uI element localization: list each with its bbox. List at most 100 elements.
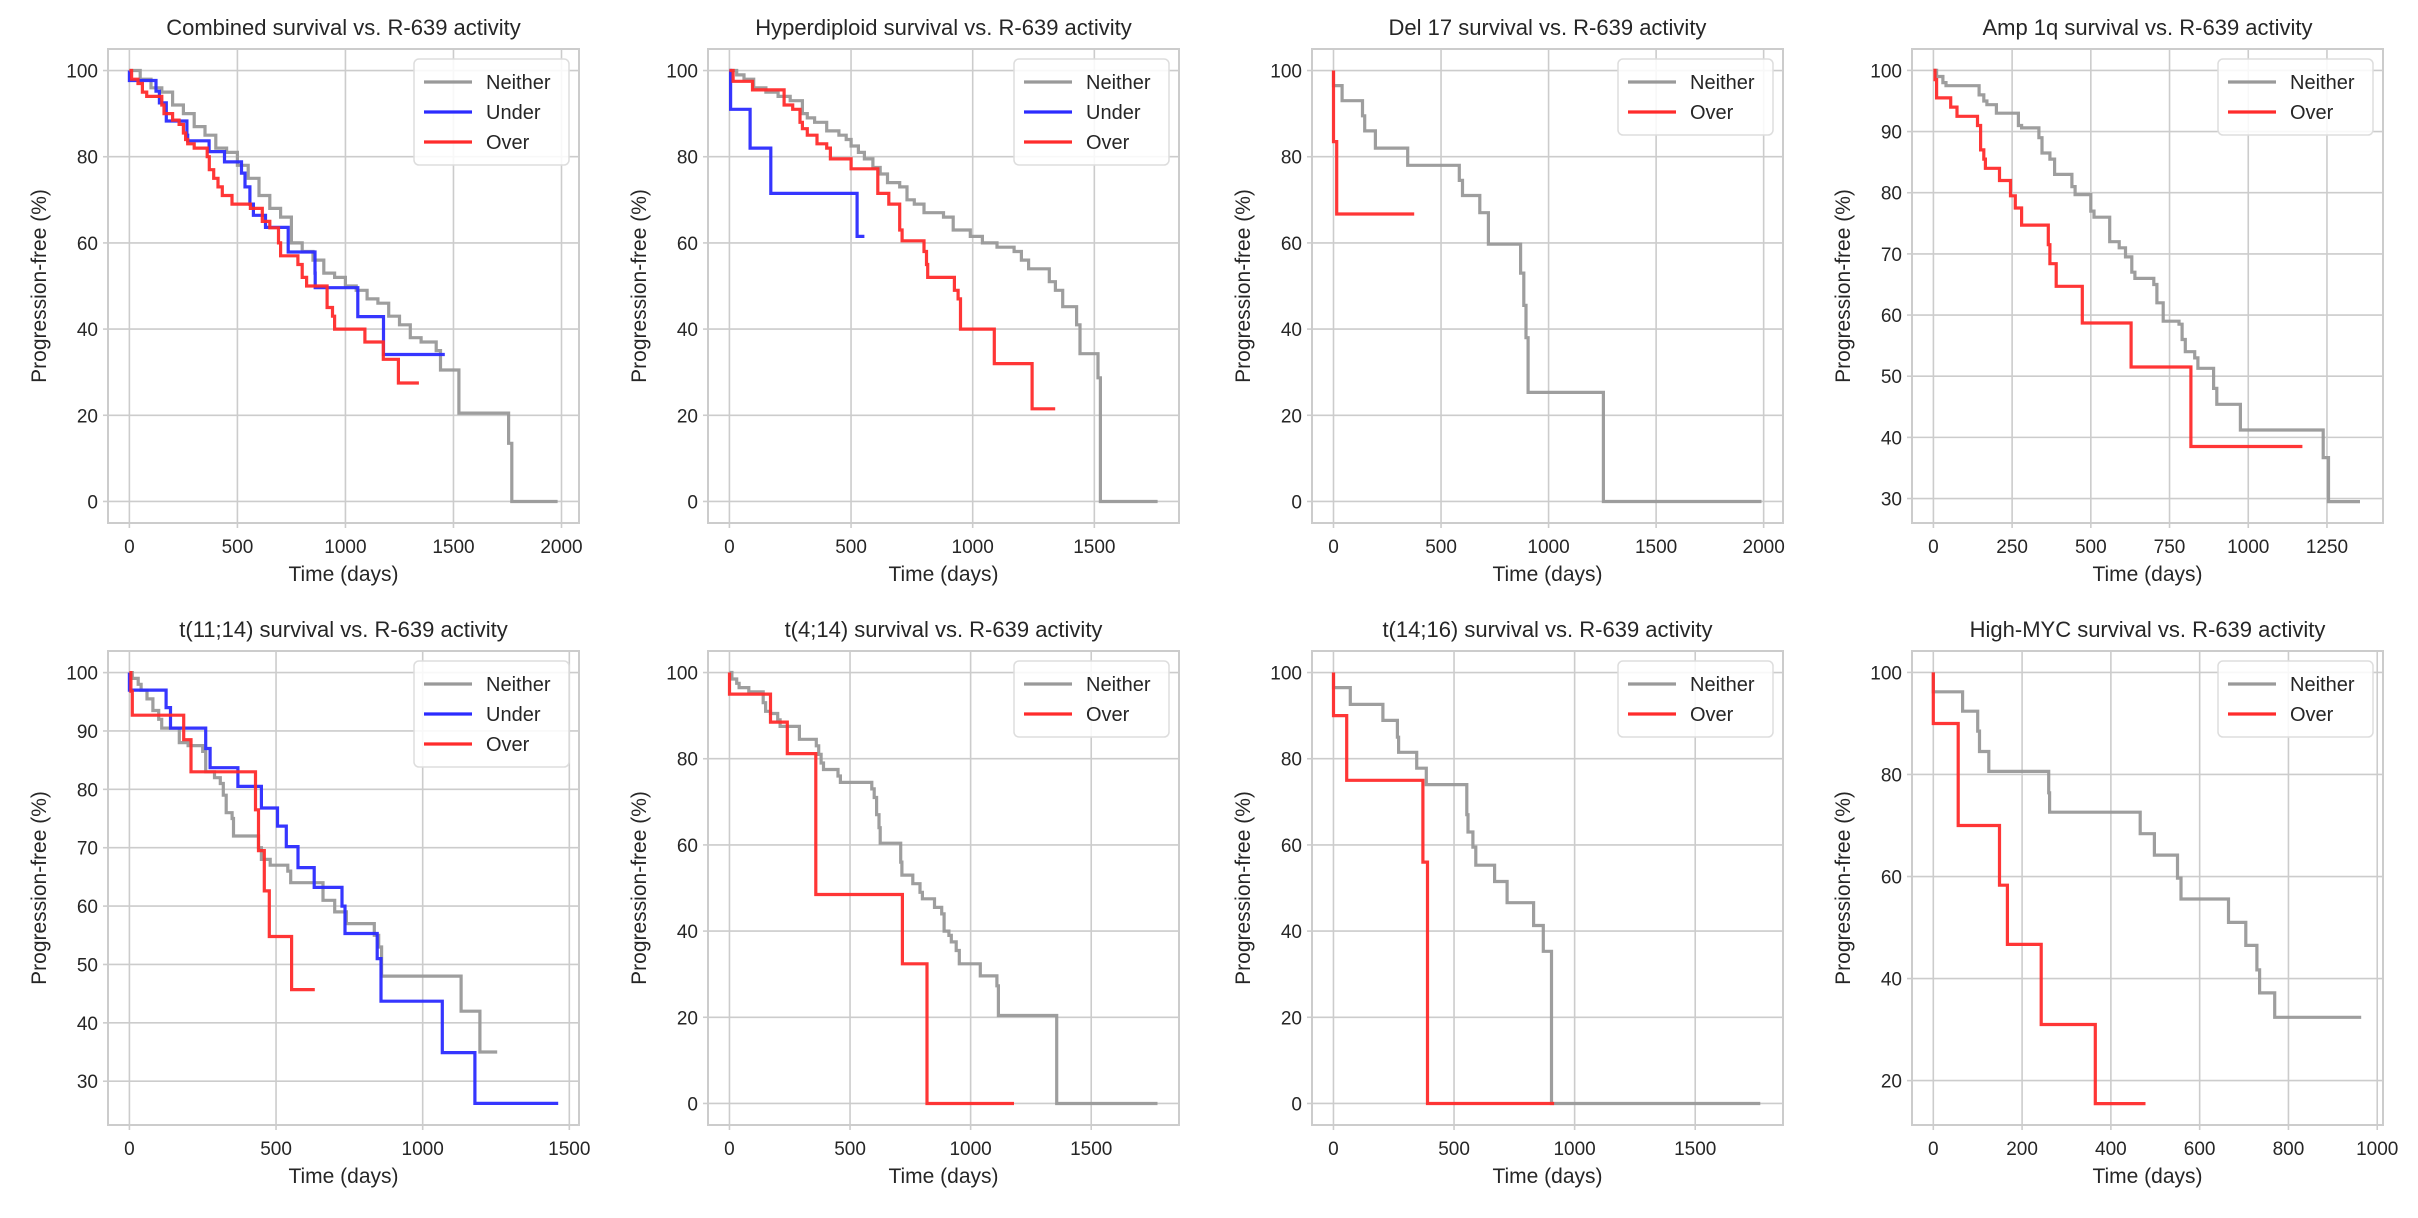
axes-frame — [1911, 48, 2384, 524]
x-tick-label: 1000 — [952, 537, 994, 558]
legend-box — [2217, 660, 2374, 738]
series-line-over — [729, 68, 1056, 411]
x-tick-label: 500 — [1425, 537, 1457, 558]
y-tick-label: 20 — [1281, 1008, 1302, 1029]
series-line-neither — [729, 68, 1158, 504]
series-line-over — [129, 671, 315, 992]
x-tick-label: 0 — [724, 537, 735, 558]
x-tick-label: 1500 — [1073, 537, 1115, 558]
y-tick-label: 60 — [1881, 306, 1902, 327]
axes-frame — [1311, 48, 1784, 524]
x-tick-label: 0 — [1328, 1139, 1339, 1160]
y-tick-label: 100 — [1270, 664, 1302, 685]
legend: Neither Over — [1013, 660, 1170, 738]
y-tick-label: 0 — [87, 492, 98, 513]
y-tick-label: 0 — [687, 1094, 698, 1115]
y-axis-label: Progression-free (%) — [1832, 189, 1855, 383]
y-tick-label: 60 — [1281, 836, 1302, 857]
legend: Neither Over — [2217, 58, 2374, 136]
x-axis-label: Time (days) — [2092, 563, 2202, 586]
x-tick-label: 1000 — [2356, 1139, 2398, 1160]
x-tick-label: 1500 — [432, 537, 474, 558]
y-tick-label: 20 — [677, 1008, 698, 1029]
legend-label: Under — [1086, 102, 1141, 124]
legend-label: Over — [1690, 102, 1734, 124]
subplot-title: Del 17 survival vs. R-639 activity — [1389, 15, 1707, 40]
y-tick-label: 100 — [1870, 61, 1902, 82]
y-tick-label: 100 — [666, 664, 698, 685]
axes-frame — [707, 650, 1180, 1126]
series-line-over — [1931, 672, 2146, 1106]
x-tick-label: 500 — [835, 537, 867, 558]
y-tick-label: 0 — [687, 492, 698, 513]
x-tick-label: 0 — [1928, 1139, 1939, 1160]
y-tick-label: 90 — [1881, 123, 1902, 144]
x-axis-label: Time (days) — [2092, 1165, 2202, 1188]
axes-frame — [1311, 650, 1784, 1126]
x-tick-label: 1250 — [2306, 537, 2348, 558]
y-tick-label: 60 — [77, 234, 98, 255]
series-line-neither — [1331, 672, 1761, 1106]
subplot-title: Amp 1q survival vs. R-639 activity — [1982, 15, 2312, 40]
y-tick-label: 40 — [77, 320, 98, 341]
y-tick-label: 100 — [66, 62, 98, 83]
x-tick-label: 0 — [724, 1139, 735, 1160]
axes-frame — [107, 48, 580, 524]
y-tick-label: 20 — [1881, 1072, 1902, 1093]
x-tick-label: 2000 — [540, 537, 582, 558]
x-axis-label: Time (days) — [888, 563, 998, 586]
series-line-neither — [129, 671, 498, 1054]
y-tick-label: 80 — [77, 780, 98, 801]
subplot-title: t(4;14) survival vs. R-639 activity — [785, 617, 1103, 642]
legend: Neither Under Over — [1013, 58, 1170, 166]
y-tick-label: 80 — [77, 148, 98, 169]
legend-label: Under — [486, 704, 541, 726]
series-line-neither — [1331, 70, 1762, 504]
subplot-title: High-MYC survival vs. R-639 activity — [1970, 617, 2326, 642]
y-axis-label: Progression-free (%) — [628, 791, 651, 985]
x-axis-label: Time (days) — [1492, 1165, 1602, 1188]
y-tick-label: 70 — [1881, 245, 1902, 266]
y-tick-label: 30 — [77, 1072, 98, 1093]
legend-label: Over — [486, 734, 530, 756]
legend-label: Neither — [1690, 72, 1755, 94]
series-line-under — [127, 672, 559, 1105]
y-tick-label: 0 — [1291, 492, 1302, 513]
y-tick-label: 60 — [677, 234, 698, 255]
x-axis-label: Time (days) — [1492, 563, 1602, 586]
x-tick-label: 500 — [834, 1139, 866, 1160]
x-tick-label: 0 — [124, 537, 135, 558]
y-tick-label: 60 — [77, 897, 98, 918]
subplot: 0 500 1000 1500 2000 0 20 40 60 80 100 Del 17 survi… — [1232, 15, 1785, 586]
legend: Neither Over — [1617, 660, 1774, 738]
y-tick-label: 70 — [77, 839, 98, 860]
legend-box — [413, 660, 570, 768]
y-tick-label: 20 — [77, 406, 98, 427]
y-tick-label: 60 — [1281, 234, 1302, 255]
x-tick-label: 500 — [222, 537, 254, 558]
legend: Neither Under Over — [413, 660, 570, 768]
legend-box — [1617, 58, 1774, 136]
x-tick-label: 1000 — [949, 1139, 991, 1160]
subplot-title: t(11;14) survival vs. R-639 activity — [179, 617, 507, 642]
x-axis-label: Time (days) — [288, 1165, 398, 1188]
x-tick-label: 1500 — [1635, 537, 1677, 558]
x-tick-label: 600 — [2184, 1139, 2216, 1160]
subplot: 0 500 1000 1500 0 20 40 60 80 100 t(14;16) surviva… — [1232, 617, 1784, 1188]
axes-frame — [707, 48, 1180, 524]
series-line-over — [1933, 68, 2303, 449]
series-line-neither — [1931, 672, 2362, 1019]
y-axis-label: Progression-free (%) — [28, 189, 51, 383]
series-line-over — [129, 68, 419, 385]
legend-label: Neither — [1690, 674, 1755, 696]
series-line-over — [1331, 70, 1415, 216]
series-line-over — [727, 672, 1014, 1106]
subplot: 0 500 1000 1500 2000 0 20 40 60 80 100 Combined sur… — [28, 15, 583, 586]
y-tick-label: 60 — [677, 836, 698, 857]
y-tick-label: 100 — [1870, 663, 1902, 684]
subplot-title: t(14;16) survival vs. R-639 activity — [1382, 617, 1712, 642]
series-line-under — [729, 68, 865, 238]
y-tick-label: 50 — [77, 955, 98, 976]
series-line-neither — [129, 68, 558, 504]
